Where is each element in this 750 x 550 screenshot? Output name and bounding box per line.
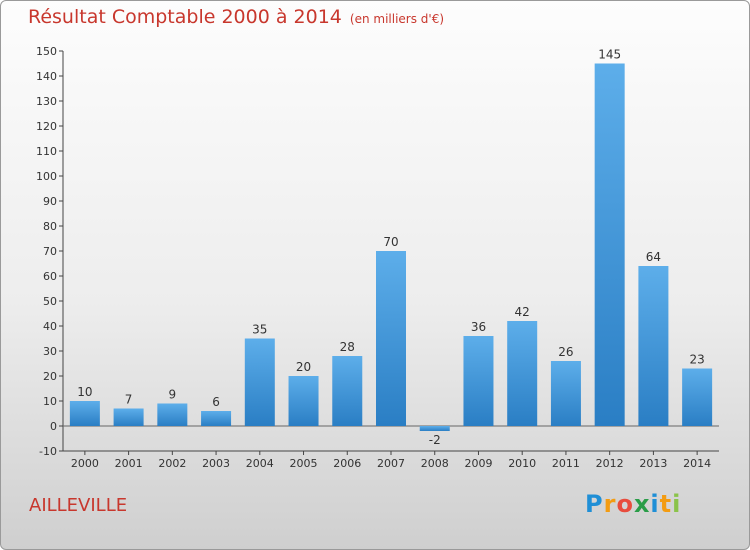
- x-tick-label: 2014: [683, 457, 711, 470]
- y-tick-label: 110: [36, 145, 57, 158]
- x-tick-label: 2005: [290, 457, 318, 470]
- bar-value-label: -2: [429, 433, 441, 447]
- x-tick-label: 2004: [246, 457, 274, 470]
- bar: [113, 408, 144, 426]
- bar-value-label: 36: [471, 320, 486, 334]
- logo-letter: i: [650, 490, 660, 518]
- y-tick-label: 30: [43, 345, 57, 358]
- y-tick-label: 50: [43, 295, 57, 308]
- bar: [157, 403, 188, 426]
- bar: [638, 266, 669, 426]
- bar: [682, 368, 713, 426]
- y-tick-label: 120: [36, 120, 57, 133]
- bar-value-label: 20: [296, 360, 311, 374]
- y-tick-label: 140: [36, 70, 57, 83]
- x-tick-label: 2000: [71, 457, 99, 470]
- logo-letter: i: [672, 490, 682, 518]
- x-tick-label: 2008: [421, 457, 449, 470]
- y-tick-label: 130: [36, 95, 57, 108]
- bar: [507, 321, 538, 426]
- bar-value-label: 70: [383, 235, 398, 249]
- bar-value-label: 64: [646, 250, 661, 264]
- chart-bars: [69, 63, 713, 431]
- y-tick-label: 20: [43, 370, 57, 383]
- bar-value-label: 28: [340, 340, 355, 354]
- x-tick-label: 2002: [158, 457, 186, 470]
- bar: [201, 411, 232, 426]
- y-tick-label: 100: [36, 170, 57, 183]
- bar: [376, 251, 406, 426]
- bar: [419, 426, 450, 431]
- bar: [594, 63, 625, 426]
- bar-value-label: 6: [212, 395, 220, 409]
- logo-letter: r: [603, 490, 617, 518]
- logo-letter: P: [585, 490, 604, 518]
- y-tick-label: 80: [43, 220, 57, 233]
- proxiti-logo: Proxiti: [585, 490, 681, 518]
- bar-value-label: 26: [558, 345, 573, 359]
- x-tick-label: 2009: [464, 457, 492, 470]
- bar: [463, 336, 494, 426]
- bar-value-label: 42: [515, 305, 530, 319]
- bar-value-label: 145: [598, 48, 621, 62]
- x-tick-label: 2007: [377, 457, 405, 470]
- bar: [69, 401, 100, 426]
- bar: [332, 356, 363, 426]
- logo-letter: x: [633, 490, 651, 518]
- chart-title: Résultat Comptable 2000 à 2014 (en millie…: [28, 6, 444, 28]
- x-tick-label: 2010: [508, 457, 536, 470]
- logo-letter: o: [616, 490, 634, 518]
- x-tick-label: 2003: [202, 457, 230, 470]
- x-tick-label: 2006: [333, 457, 361, 470]
- y-tick-label: 90: [43, 195, 57, 208]
- bar-value-label: 7: [125, 393, 133, 407]
- y-tick-label: 40: [43, 320, 57, 333]
- y-tick-label: 60: [43, 270, 57, 283]
- bar: [550, 361, 581, 426]
- chart-subtitle: (en milliers d'€): [349, 12, 445, 26]
- commune-name: AILLEVILLE: [29, 495, 128, 516]
- bar-value-label: 9: [169, 388, 177, 402]
- bar: [288, 376, 319, 426]
- x-tick-label: 2012: [596, 457, 624, 470]
- bar-value-label: 23: [689, 353, 704, 367]
- y-tick-label: 10: [43, 395, 57, 408]
- bar-value-label: 35: [252, 323, 267, 337]
- y-tick-label: -10: [39, 445, 57, 458]
- bar-value-label: 10: [77, 385, 92, 399]
- y-tick-label: 0: [50, 420, 57, 433]
- x-tick-label: 2011: [552, 457, 580, 470]
- chart-value-labels: 10 7 9 6 35 20 28 70 -2 36 42 26 145 64 23: [77, 48, 705, 448]
- bar: [244, 338, 275, 426]
- x-tick-label: 2013: [639, 457, 667, 470]
- x-tick-label: 2001: [115, 457, 143, 470]
- y-tick-label: 150: [36, 45, 57, 58]
- chart-title-text: Résultat Comptable 2000 à 2014: [28, 6, 342, 28]
- y-tick-label: 70: [43, 245, 57, 258]
- logo-letter: t: [659, 490, 673, 518]
